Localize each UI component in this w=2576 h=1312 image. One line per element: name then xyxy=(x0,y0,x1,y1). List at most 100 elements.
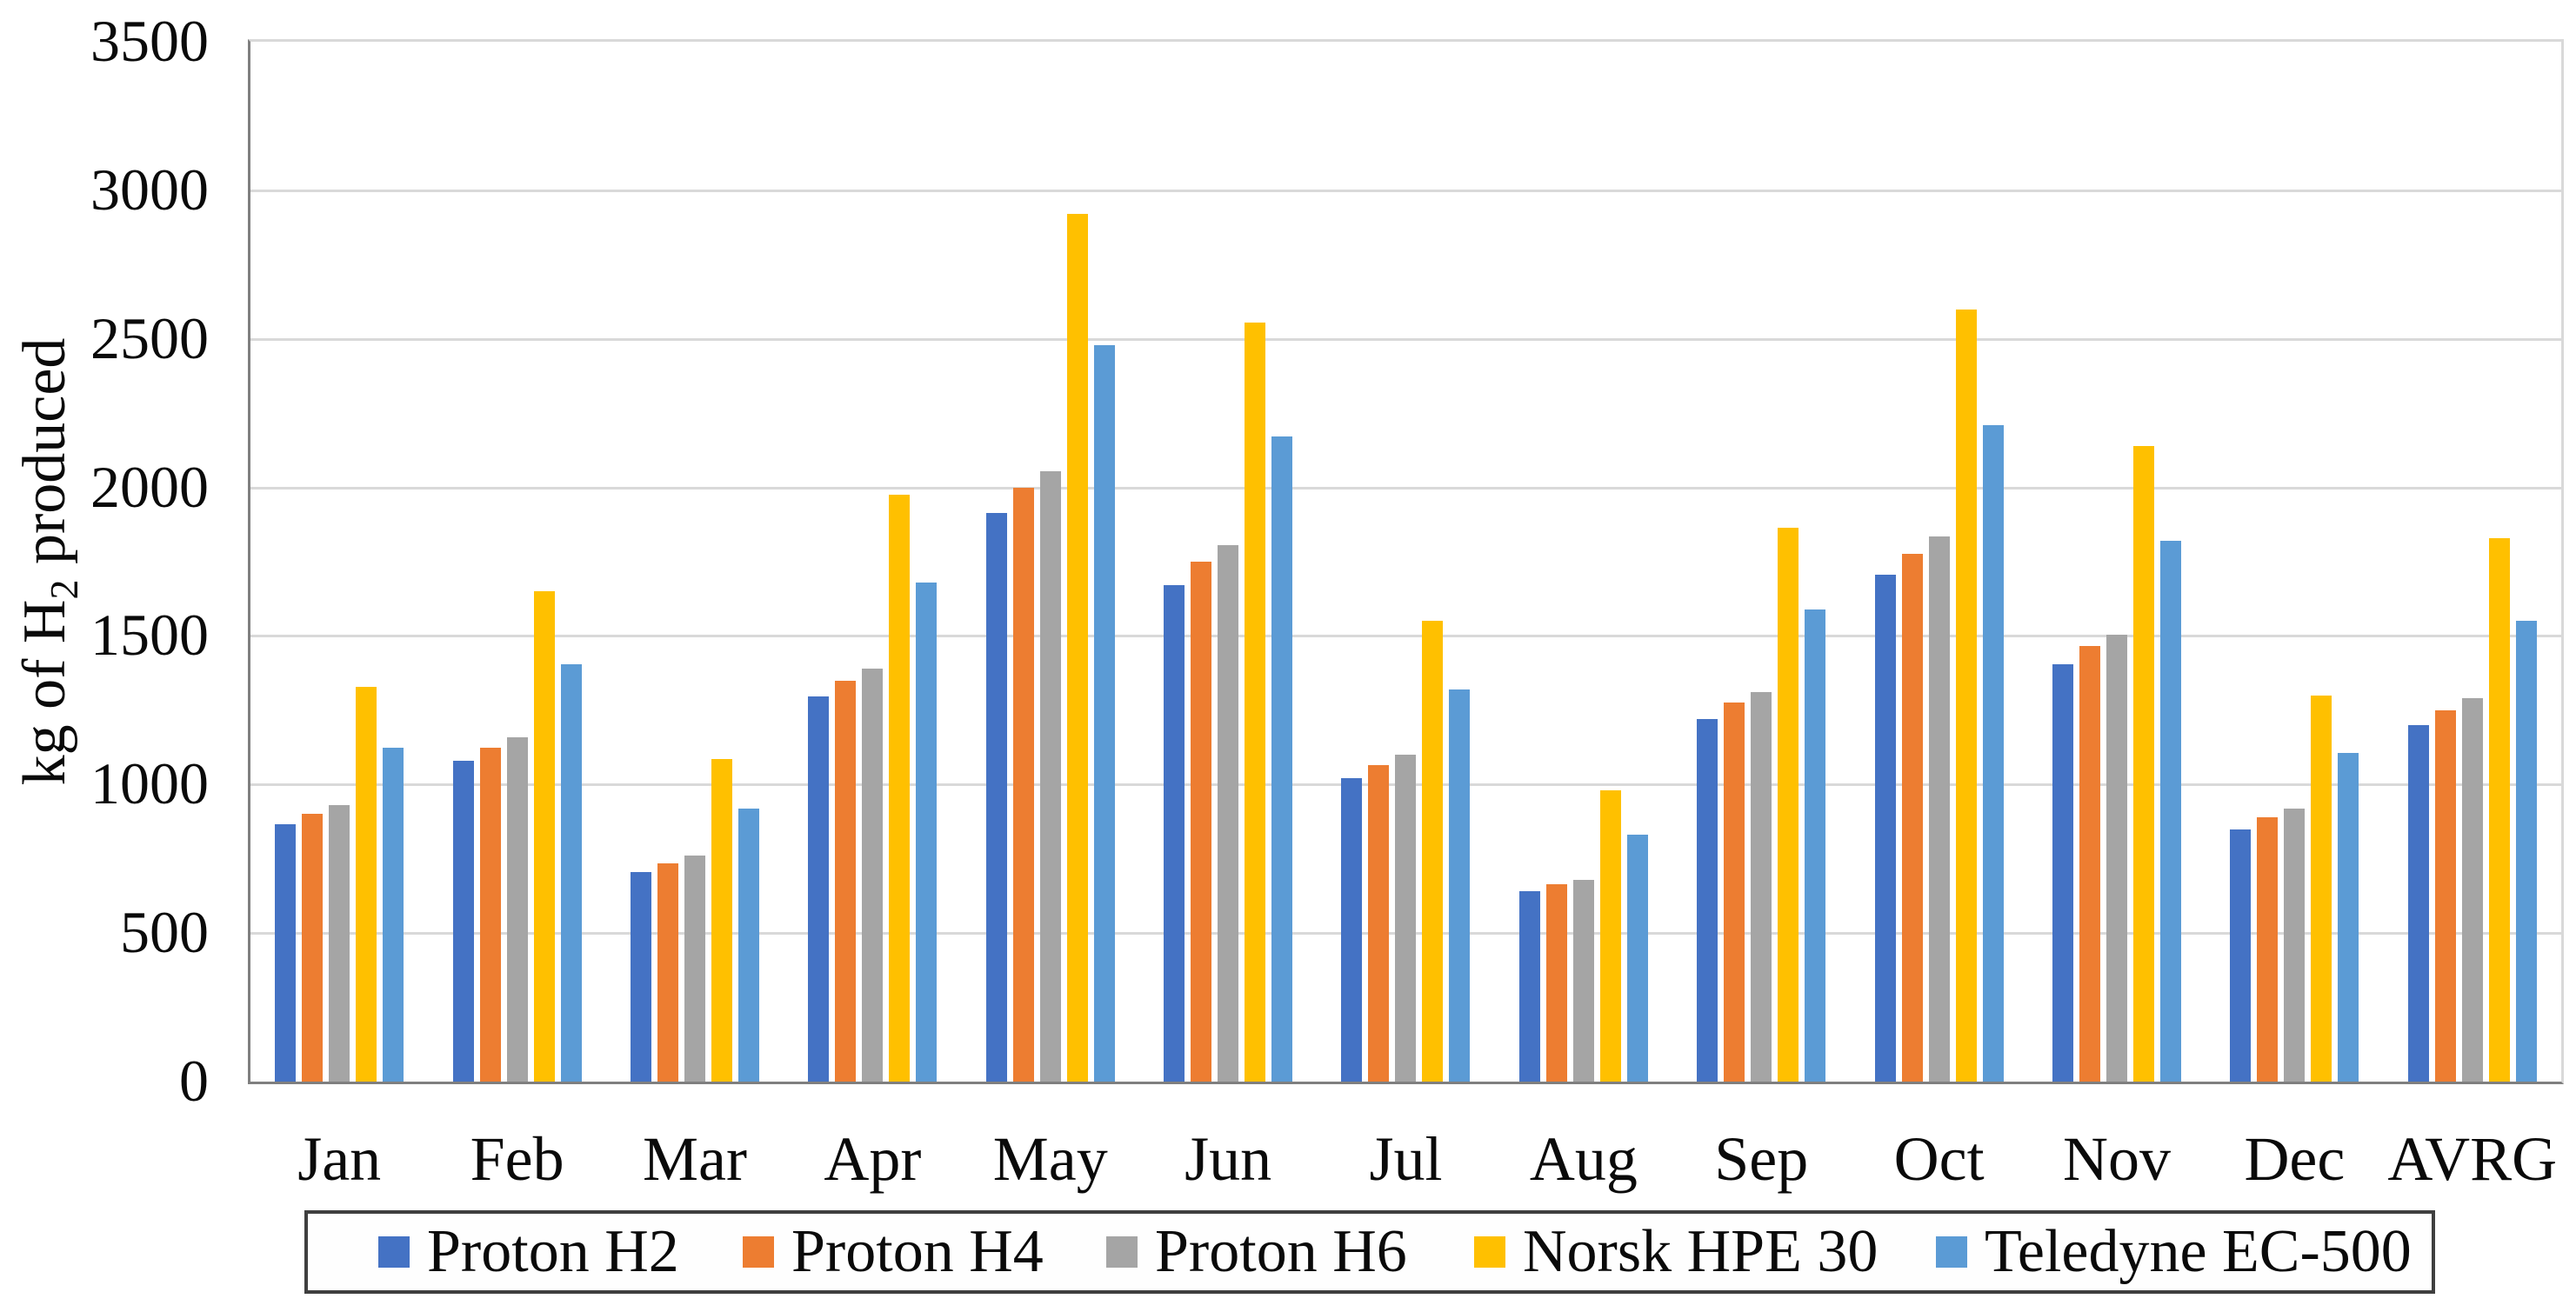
bar-teledyne-ec-500-jul xyxy=(1449,689,1471,1082)
bar-norsk-hpe-30-jul xyxy=(1422,621,1444,1082)
legend: Proton H2 Proton H4 Proton H6 Norsk HPE 30 T… xyxy=(304,1210,2435,1294)
bar-proton-h2-oct xyxy=(1874,575,1896,1082)
bar-proton-h4-nov xyxy=(2079,646,2101,1082)
gridline-2500 xyxy=(250,337,2561,341)
y-tick-label-3500: 3500 xyxy=(90,8,209,74)
gridline-3000 xyxy=(250,189,2561,192)
bar-proton-h6-dec xyxy=(2284,809,2306,1082)
x-label-feb: Feb xyxy=(470,1124,564,1194)
bar-norsk-hpe-30-may xyxy=(1066,214,1088,1082)
plot-area xyxy=(248,39,2564,1084)
bar-teledyne-ec-500-may xyxy=(1093,345,1115,1082)
bar-teledyne-ec-500-apr xyxy=(916,583,938,1082)
bar-proton-h4-apr xyxy=(835,681,857,1082)
bar-group-nov xyxy=(2028,42,2206,1082)
bar-proton-h6-oct xyxy=(1928,536,1950,1082)
bar-proton-h4-aug xyxy=(1545,884,1567,1082)
bar-proton-h6-jul xyxy=(1395,755,1417,1082)
y-tick-label-2000: 2000 xyxy=(90,453,209,520)
y-tick-label-3000: 3000 xyxy=(90,156,209,223)
bar-group-aug xyxy=(1495,42,1672,1082)
bar-proton-h6-aug xyxy=(1572,880,1594,1082)
bar-proton-h6-apr xyxy=(862,669,884,1082)
bar-proton-h2-nov xyxy=(2052,664,2074,1082)
bar-norsk-hpe-30-feb xyxy=(533,591,555,1082)
bar-proton-h4-sep xyxy=(1724,703,1745,1082)
bar-proton-h4-jan xyxy=(302,814,324,1082)
bar-teledyne-ec-500-sep xyxy=(1805,609,1826,1082)
bar-proton-h2-sep xyxy=(1697,719,1718,1082)
bar-proton-h6-mar xyxy=(684,856,705,1082)
bar-proton-h4-feb xyxy=(479,748,501,1082)
bar-proton-h6-jun xyxy=(1218,545,1239,1082)
bar-proton-h2-may xyxy=(985,513,1007,1082)
bar-norsk-hpe-30-nov xyxy=(2133,446,2155,1082)
x-label-sep: Sep xyxy=(1714,1124,1809,1194)
legend-swatch-proton-h2 xyxy=(378,1236,410,1268)
legend-item-proton-h6: Proton H6 xyxy=(1106,1214,1407,1290)
legend-label-proton-h6: Proton H6 xyxy=(1155,1218,1407,1285)
bar-proton-h2-avrg xyxy=(2407,725,2429,1082)
bar-teledyne-ec-500-oct xyxy=(1982,425,2004,1082)
bar-proton-h4-dec xyxy=(2257,817,2279,1082)
bar-norsk-hpe-30-oct xyxy=(1955,310,1977,1082)
bar-group-dec xyxy=(2206,42,2383,1082)
x-label-aug: Aug xyxy=(1529,1124,1638,1194)
gridline-2000 xyxy=(250,486,2561,490)
y-tick-label-500: 500 xyxy=(120,899,209,966)
bar-teledyne-ec-500-nov xyxy=(2160,541,2182,1082)
bar-group-may xyxy=(962,42,1139,1082)
bar-group-jan xyxy=(250,42,428,1082)
legend-swatch-proton-h4 xyxy=(743,1236,774,1268)
bar-norsk-hpe-30-aug xyxy=(1599,790,1621,1082)
bar-norsk-hpe-30-sep xyxy=(1778,528,1799,1082)
bar-proton-h6-sep xyxy=(1751,692,1772,1082)
bar-group-mar xyxy=(606,42,784,1082)
bar-proton-h2-mar xyxy=(630,872,651,1082)
x-label-jul: Jul xyxy=(1369,1124,1443,1194)
bar-proton-h2-feb xyxy=(452,761,474,1082)
bar-teledyne-ec-500-avrg xyxy=(2515,621,2537,1082)
x-label-apr: Apr xyxy=(824,1124,922,1194)
x-label-dec: Dec xyxy=(2244,1124,2346,1194)
bar-proton-h4-may xyxy=(1012,488,1034,1082)
y-tick-label-1000: 1000 xyxy=(90,750,209,817)
bar-proton-h4-mar xyxy=(657,863,678,1082)
bar-teledyne-ec-500-aug xyxy=(1626,835,1648,1082)
bar-proton-h2-dec xyxy=(2230,829,2252,1082)
x-label-mar: Mar xyxy=(642,1124,747,1194)
bar-proton-h4-jul xyxy=(1368,765,1390,1082)
y-tick-label-2500: 2500 xyxy=(90,304,209,371)
bar-norsk-hpe-30-apr xyxy=(889,495,911,1082)
bar-teledyne-ec-500-mar xyxy=(737,809,759,1082)
bar-proton-h6-jan xyxy=(329,805,350,1082)
bar-proton-h4-jun xyxy=(1191,562,1212,1082)
bar-proton-h6-may xyxy=(1039,471,1061,1082)
bar-proton-h6-avrg xyxy=(2461,698,2483,1082)
bar-group-sep xyxy=(1672,42,1850,1082)
bar-teledyne-ec-500-feb xyxy=(560,664,582,1082)
bar-proton-h4-avrg xyxy=(2434,710,2456,1082)
y-axis-title: kg of H2 produced xyxy=(10,338,86,786)
x-label-avrg: AVRG xyxy=(2387,1124,2558,1194)
bar-group-jun xyxy=(1139,42,1317,1082)
legend-label-norsk-hpe-30: Norsk HPE 30 xyxy=(1523,1218,1879,1285)
x-label-oct: Oct xyxy=(1893,1124,1985,1194)
bar-teledyne-ec-500-jan xyxy=(383,748,404,1082)
bar-teledyne-ec-500-jun xyxy=(1271,436,1293,1082)
x-label-nov: Nov xyxy=(2063,1124,2172,1194)
legend-swatch-proton-h6 xyxy=(1106,1236,1138,1268)
legend-label-proton-h2: Proton H2 xyxy=(427,1218,679,1285)
bar-proton-h2-jun xyxy=(1164,585,1185,1082)
legend-item-norsk-hpe-30: Norsk HPE 30 xyxy=(1474,1214,1878,1290)
bar-norsk-hpe-30-avrg xyxy=(2488,538,2510,1082)
bar-group-avrg xyxy=(2384,42,2561,1082)
bar-proton-h2-jan xyxy=(275,824,297,1082)
x-label-may: May xyxy=(992,1124,1108,1194)
bar-group-oct xyxy=(1850,42,2027,1082)
bar-group-apr xyxy=(784,42,961,1082)
bar-norsk-hpe-30-jun xyxy=(1245,323,1266,1082)
bar-group-jul xyxy=(1317,42,1494,1082)
legend-item-proton-h2: Proton H2 xyxy=(378,1214,679,1290)
